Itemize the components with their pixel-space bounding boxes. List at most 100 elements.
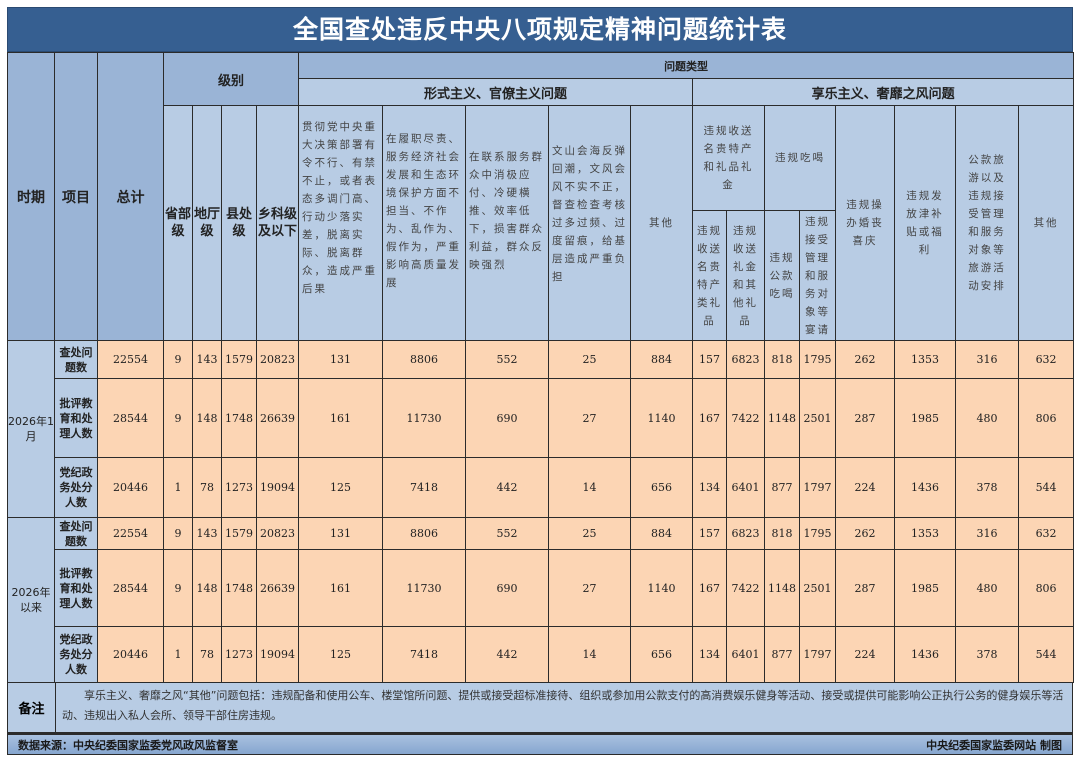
value-cell: 9 bbox=[163, 378, 193, 458]
value-cell: 9 bbox=[163, 517, 193, 550]
value-cell: 134 bbox=[692, 457, 728, 518]
table-row: 批评教育和处理人数 28544 9 148 1748 26639 161 11730 690 27… bbox=[8, 549, 1075, 627]
value-cell: 157 bbox=[692, 517, 728, 550]
value-cell: 7418 bbox=[382, 457, 467, 518]
value-cell: 131 bbox=[298, 517, 384, 550]
value-cell: 442 bbox=[465, 457, 550, 518]
item-cell: 党纪政务处分人数 bbox=[54, 457, 98, 518]
item-cell: 查处问题数 bbox=[54, 517, 98, 550]
value-cell: 20823 bbox=[255, 517, 300, 550]
header-dining-col: 违规接受管理和服务对象等宴请 bbox=[799, 210, 837, 341]
note-row: 备注 享乐主义、奢靡之风“其他”问题包括：违规配备和使用公车、楼堂馆所问题、提供… bbox=[7, 683, 1073, 733]
value-cell: 1353 bbox=[894, 340, 957, 379]
value-cell: 818 bbox=[764, 517, 801, 550]
stats-table-container: 全国查处违反中央八项规定精神问题统计表 时期 项目 总计 级别 问题类型 形式主… bbox=[7, 7, 1075, 755]
footer: 数据来源：中央纪委国家监委党风政风监督室 中央纪委国家监委网站 制图 bbox=[7, 733, 1073, 755]
header-total: 总计 bbox=[97, 52, 164, 341]
value-cell: 125 bbox=[298, 626, 384, 683]
value-cell: 143 bbox=[192, 517, 222, 550]
value-cell: 806 bbox=[1018, 378, 1075, 458]
value-cell: 11730 bbox=[382, 549, 467, 627]
item-cell: 党纪政务处分人数 bbox=[54, 626, 98, 683]
value-cell: 20446 bbox=[97, 626, 164, 683]
header-item: 项目 bbox=[54, 52, 98, 341]
value-cell: 877 bbox=[764, 457, 801, 518]
value-cell: 1 bbox=[163, 457, 193, 518]
header-gift-col: 违规收送礼金和其他礼品 bbox=[726, 210, 766, 341]
data-source: 数据来源：中央纪委国家监委党风政风监督室 bbox=[18, 738, 238, 752]
header-level-bureau: 地厅级 bbox=[192, 105, 222, 341]
value-cell: 7418 bbox=[382, 626, 467, 683]
header-formalism-col: 文山会海反弹回潮，文风会风不实不正，督查检查考核过多过频、过度留痕，给基层造成严… bbox=[548, 105, 632, 341]
value-cell: 8806 bbox=[382, 340, 467, 379]
header-formalism-other: 其他 bbox=[630, 105, 694, 341]
note-text: 享乐主义、奢靡之风“其他”问题包括：违规配备和使用公车、楼堂馆所问题、提供或接受… bbox=[62, 689, 1064, 722]
header-level-group: 级别 bbox=[162, 52, 300, 106]
value-cell: 1797 bbox=[799, 457, 837, 518]
value-cell: 26639 bbox=[255, 549, 300, 627]
value-cell: 690 bbox=[465, 378, 550, 458]
value-cell: 480 bbox=[955, 549, 1020, 627]
header-dining-col: 违规公款吃喝 bbox=[764, 210, 801, 341]
value-cell: 884 bbox=[630, 517, 694, 550]
value-cell: 877 bbox=[764, 626, 801, 683]
value-cell: 19094 bbox=[255, 457, 300, 518]
value-cell: 690 bbox=[465, 549, 550, 627]
value-cell: 544 bbox=[1018, 626, 1075, 683]
value-cell: 19094 bbox=[255, 626, 300, 683]
value-cell: 544 bbox=[1018, 457, 1075, 518]
header-level-township: 乡科级及以下 bbox=[255, 105, 300, 341]
value-cell: 22554 bbox=[97, 517, 164, 550]
value-cell: 143 bbox=[192, 340, 222, 379]
value-cell: 1273 bbox=[221, 626, 257, 683]
header-hedonism-other: 其他 bbox=[1018, 105, 1075, 341]
period-cell: 2026年以来 bbox=[7, 517, 55, 683]
value-cell: 378 bbox=[955, 626, 1020, 683]
value-cell: 125 bbox=[298, 457, 384, 518]
value-cell: 26639 bbox=[255, 378, 300, 458]
value-cell: 161 bbox=[298, 378, 384, 458]
value-cell: 1985 bbox=[894, 549, 957, 627]
value-cell: 2501 bbox=[799, 549, 837, 627]
header-hedonism-group: 享乐主义、奢靡之风问题 bbox=[692, 78, 1075, 106]
header-level-provincial: 省部级 bbox=[163, 105, 193, 341]
value-cell: 28544 bbox=[97, 378, 164, 458]
value-cell: 224 bbox=[835, 457, 896, 518]
header-hedonism-col: 违规发放津补贴或福利 bbox=[894, 105, 957, 341]
value-cell: 1748 bbox=[221, 378, 257, 458]
header-formalism-col: 在联系服务群众中消极应付、冷硬横推、效率低下，损害群众利益，群众反映强烈 bbox=[465, 105, 550, 341]
value-cell: 1148 bbox=[764, 378, 801, 458]
header-level-county: 县处级 bbox=[221, 105, 257, 341]
value-cell: 1353 bbox=[894, 517, 957, 550]
value-cell: 552 bbox=[465, 340, 550, 379]
value-cell: 1148 bbox=[764, 549, 801, 627]
credit: 中央纪委国家监委网站 制图 bbox=[926, 738, 1062, 752]
header-problem-type: 问题类型 bbox=[298, 52, 1075, 79]
value-cell: 78 bbox=[192, 457, 222, 518]
table-row: 2026年1月 查处问题数 22554 9 143 1579 20823 131 8806 552… bbox=[7, 340, 1075, 518]
value-cell: 14 bbox=[548, 626, 632, 683]
value-cell: 9 bbox=[163, 340, 193, 379]
value-cell: 134 bbox=[692, 626, 728, 683]
value-cell: 1795 bbox=[799, 340, 837, 379]
value-cell: 818 bbox=[764, 340, 801, 379]
value-cell: 27 bbox=[548, 549, 632, 627]
value-cell: 1273 bbox=[221, 457, 257, 518]
value-cell: 6823 bbox=[726, 517, 766, 550]
stats-table: 时期 项目 总计 级别 问题类型 形式主义、官僚主义问题 享乐主义、奢靡之风问题… bbox=[7, 52, 1075, 683]
header-formalism-col: 在履职尽责、服务经济社会发展和生态环境保护方面不担当、不作为、乱作为、假作为，严… bbox=[382, 105, 467, 341]
note-label: 备注 bbox=[8, 683, 56, 732]
value-cell: 7422 bbox=[726, 549, 766, 627]
value-cell: 131 bbox=[298, 340, 384, 379]
header-dining-group: 违规吃喝 bbox=[764, 105, 837, 211]
value-cell: 656 bbox=[630, 626, 694, 683]
value-cell: 1436 bbox=[894, 457, 957, 518]
value-cell: 262 bbox=[835, 340, 896, 379]
value-cell: 148 bbox=[192, 549, 222, 627]
value-cell: 25 bbox=[548, 340, 632, 379]
value-cell: 157 bbox=[692, 340, 728, 379]
value-cell: 22554 bbox=[97, 340, 164, 379]
value-cell: 1 bbox=[163, 626, 193, 683]
value-cell: 1795 bbox=[799, 517, 837, 550]
table-body: 2026年1月 查处问题数 22554 9 143 1579 20823 131 8806 552… bbox=[7, 340, 1075, 683]
